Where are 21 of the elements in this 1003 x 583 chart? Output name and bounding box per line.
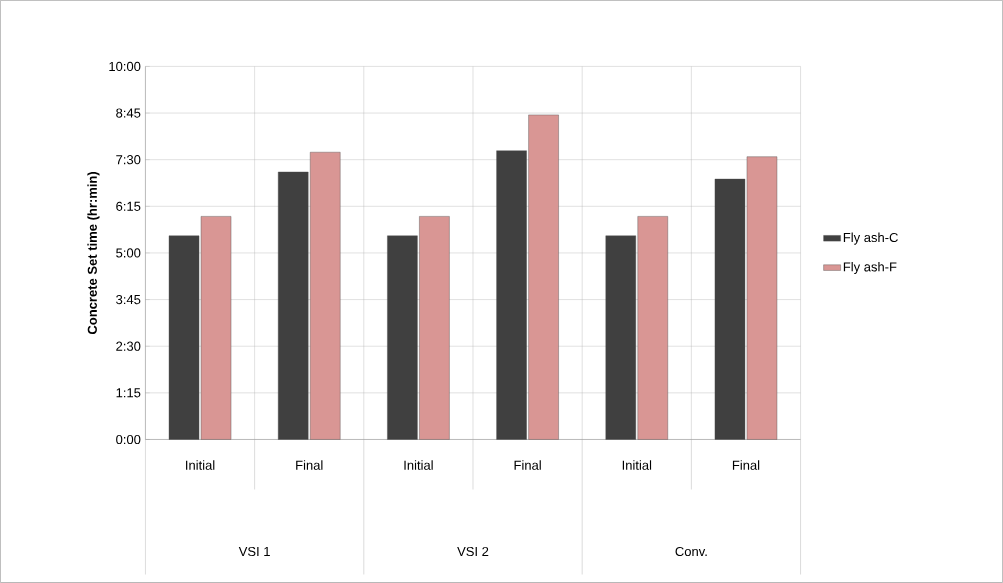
x-tick-label: Final [514, 460, 541, 470]
text: VSI 2 [457, 546, 489, 557]
legend-label: Fly ash-F [843, 261, 897, 275]
x-tick-label: Initial [186, 460, 215, 470]
y-tick-label: 6:15 [116, 201, 141, 211]
y-tick-label: 7:30 [116, 155, 141, 165]
y-tick-label: 2:30 [116, 341, 141, 351]
x-tick-label: Initial [622, 460, 652, 470]
legend-label: Fly ash-C [843, 232, 898, 245]
y-tick-label: 1:15 [116, 388, 141, 398]
x-tick-label: Initial [404, 460, 433, 470]
text: Conv. [675, 546, 707, 557]
y-tick-label: 10:00 [109, 61, 141, 72]
y-tick-label: 5:00 [116, 248, 141, 258]
y-tick-label: 0:00 [116, 434, 141, 445]
y-tick-label: 3:45 [116, 295, 141, 305]
y-axis-title: Concrete Set time (hr:min) [87, 172, 100, 335]
text: VSI 1 [238, 546, 270, 557]
y-tick-label: 8:45 [116, 108, 141, 118]
x-tick-label: Final [732, 460, 760, 470]
x-tick-label: Final [296, 460, 323, 470]
